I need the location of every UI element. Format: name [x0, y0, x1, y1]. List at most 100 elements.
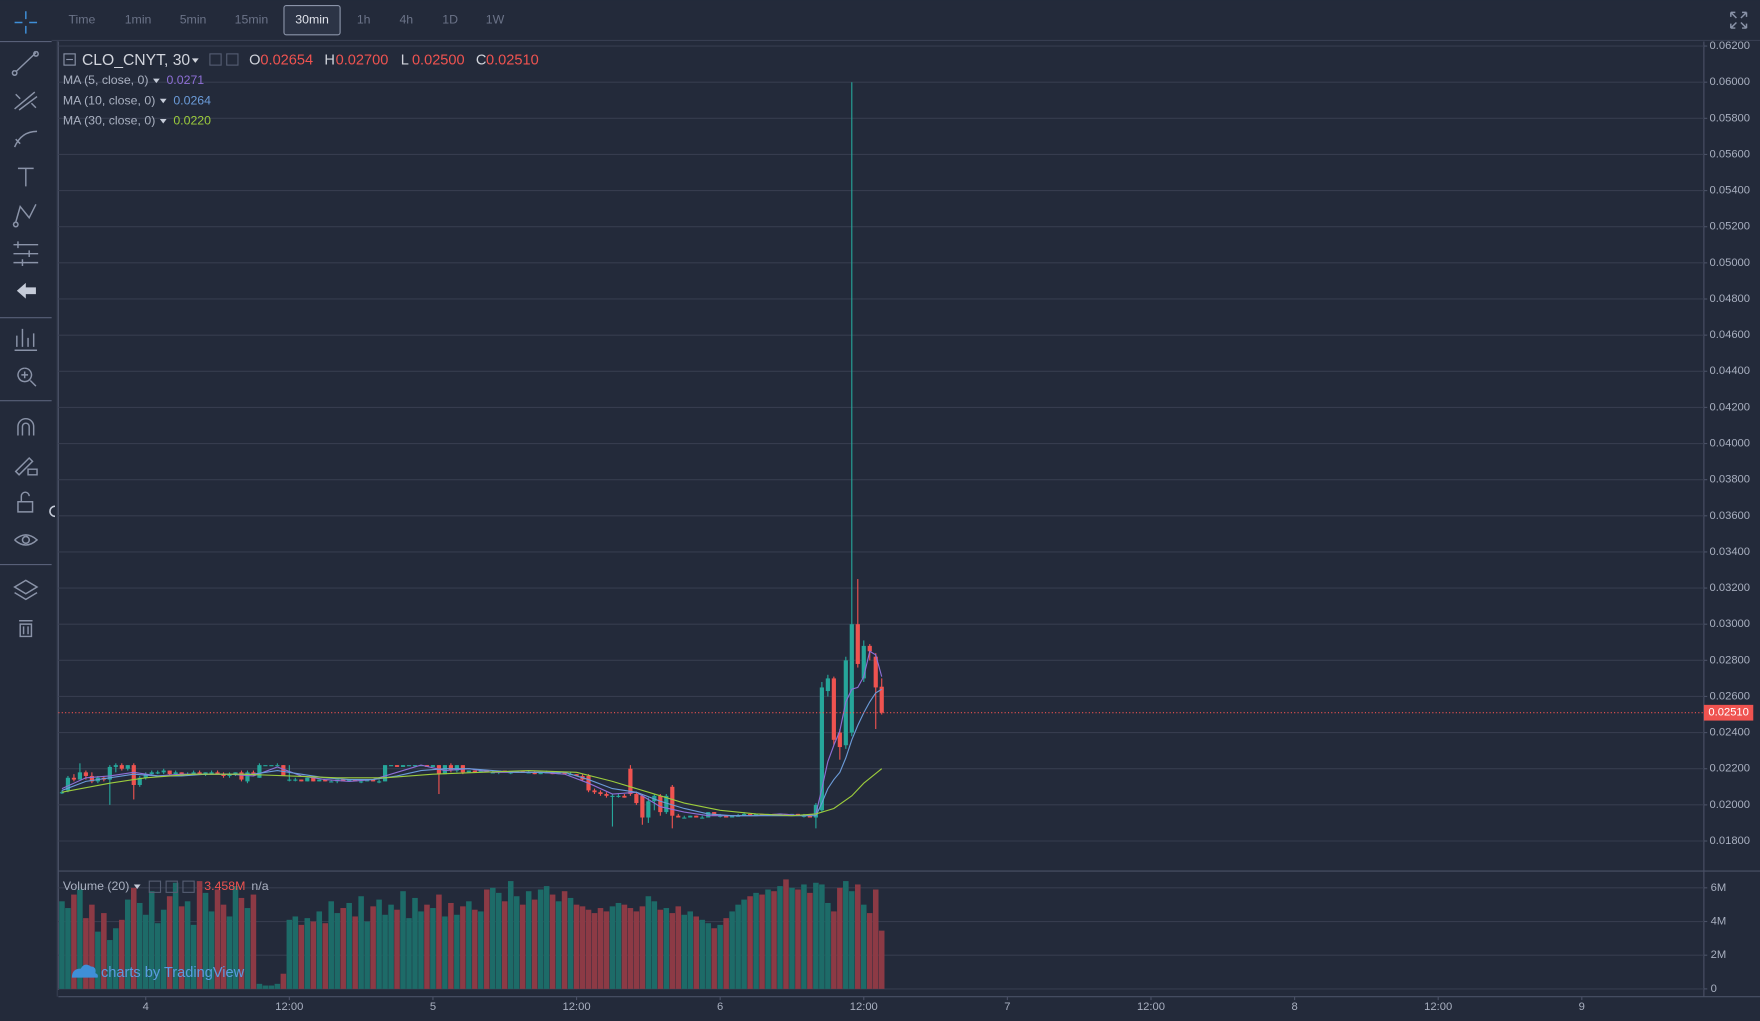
x-tick-label: 4 — [143, 1001, 149, 1013]
candle-body — [394, 765, 400, 767]
volume-bar — [549, 894, 556, 989]
timeframe-button[interactable]: 30min — [295, 12, 329, 26]
volume-bar — [591, 913, 598, 989]
lock-tool[interactable] — [17, 491, 34, 513]
candle-body — [682, 817, 687, 819]
y-tick-label: 0.03800 — [1709, 474, 1750, 486]
candle-body — [562, 772, 567, 775]
volume-bar — [448, 902, 454, 989]
watermark[interactable]: charts by TradingView — [101, 965, 245, 981]
volume-bar — [154, 923, 161, 989]
volume-bar — [184, 901, 191, 989]
timeframe-button[interactable]: 1D — [442, 12, 458, 26]
candle-body — [742, 813, 747, 816]
ma-legend-caret[interactable] — [152, 78, 160, 84]
volume-bar — [813, 882, 819, 989]
volume-bar — [555, 901, 562, 989]
candle-body — [574, 774, 579, 776]
symbol[interactable]: CLO_CNYT, 30 — [82, 52, 190, 69]
ma-legend-caret[interactable] — [159, 118, 167, 124]
volume-bar — [807, 892, 813, 989]
candle-body — [873, 656, 878, 688]
candle-body — [347, 779, 352, 782]
volume-bar — [328, 901, 334, 989]
zoom-tool[interactable] — [17, 367, 37, 387]
candle-body — [526, 772, 531, 774]
volume-bar — [795, 889, 801, 989]
candle-body — [382, 765, 388, 782]
candle-body — [658, 795, 663, 813]
volume-bar — [190, 924, 197, 989]
y-tick-label: 0.02200 — [1709, 763, 1750, 775]
timeframe-button[interactable]: 1W — [486, 12, 505, 26]
pitchfork-tool[interactable] — [14, 91, 38, 111]
fullscreen-icon[interactable] — [1730, 11, 1748, 29]
y-tick-label: 0.05000 — [1709, 257, 1750, 269]
text-tool[interactable] — [17, 167, 34, 187]
last-price-box — [1703, 704, 1754, 721]
volume-bar — [567, 897, 574, 989]
candle-body — [167, 770, 172, 775]
volume-more-icon[interactable] — [182, 880, 195, 893]
candle-body — [849, 624, 854, 733]
candle-body — [466, 770, 471, 773]
candle-body — [227, 774, 232, 776]
pattern-tool[interactable] — [12, 203, 37, 228]
candle-body — [251, 772, 256, 775]
candle-body — [269, 765, 274, 767]
volume-bar — [406, 918, 412, 989]
fib-tool[interactable] — [13, 241, 39, 267]
candle-body — [472, 770, 477, 773]
timeframe-button[interactable]: 4h — [399, 12, 413, 26]
ma-legend-caret[interactable] — [159, 98, 167, 104]
timeframe-button[interactable]: 15min — [235, 12, 269, 26]
toolbar-toggle[interactable] — [49, 505, 56, 518]
volume-bar — [735, 904, 741, 989]
volume-bar — [705, 923, 711, 989]
close-icon[interactable] — [226, 53, 239, 66]
ma-line — [61, 768, 883, 817]
trash-tool[interactable] — [19, 619, 33, 638]
x-tick-label: 12:00 — [1424, 1001, 1452, 1013]
symbol-caret[interactable] — [191, 58, 199, 63]
volume-tick-label: 4M — [1711, 915, 1727, 927]
volume-bar — [424, 904, 430, 989]
timeframe-button[interactable]: Time — [68, 12, 95, 26]
volume-bar — [172, 882, 179, 989]
candle-body — [77, 772, 83, 780]
volume-bar — [789, 887, 795, 989]
candle-body — [173, 772, 178, 775]
timeframe-button[interactable]: 1min — [125, 12, 152, 26]
visibility-tool[interactable] — [14, 534, 39, 546]
measure-tool[interactable] — [14, 328, 38, 351]
volume-bar — [400, 891, 406, 989]
stay-drawing-tool[interactable] — [14, 456, 38, 476]
volume-bar — [579, 906, 586, 989]
brush-tool[interactable] — [13, 130, 38, 148]
candle-body — [400, 765, 406, 767]
volume-bar — [603, 911, 610, 989]
candle-body — [406, 765, 412, 767]
low-label: L — [401, 52, 409, 68]
timeframe-button[interactable]: 1h — [357, 12, 371, 26]
magnet-tool[interactable] — [17, 418, 35, 436]
trendline-tool[interactable] — [11, 50, 39, 76]
collapse-button[interactable] — [63, 53, 76, 66]
volume-close-icon[interactable] — [165, 880, 178, 893]
volume-legend-caret[interactable] — [133, 884, 141, 889]
volume-settings-icon[interactable] — [148, 880, 162, 893]
tradingview-logo[interactable] — [71, 964, 98, 978]
settings-icon[interactable] — [209, 53, 222, 66]
volume-bar — [352, 916, 358, 989]
crosshair-tool[interactable] — [14, 11, 38, 34]
y-tick-label: 0.04000 — [1709, 437, 1750, 449]
candle-body — [221, 774, 226, 776]
candle-body — [197, 772, 202, 775]
timeframe-button[interactable]: 5min — [180, 12, 207, 26]
candle-body — [610, 795, 615, 797]
layers-tool[interactable] — [13, 579, 39, 601]
volume-bar — [430, 908, 436, 989]
candle-body — [323, 779, 328, 782]
back-arrow[interactable] — [16, 282, 36, 299]
